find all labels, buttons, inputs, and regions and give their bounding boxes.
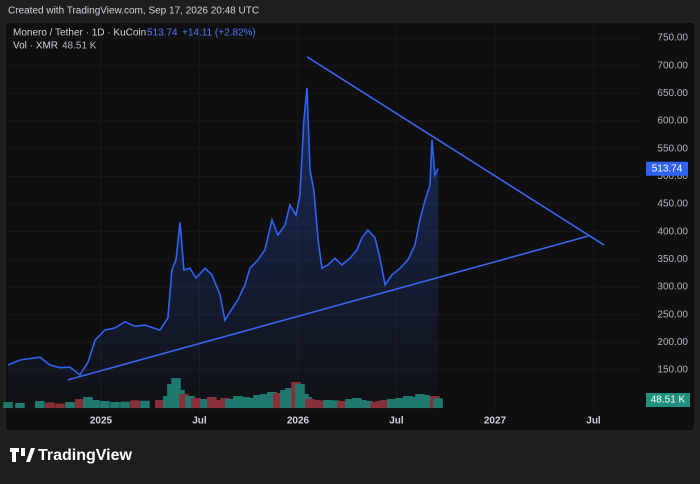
y-tick-label: 450.00 [657,199,688,210]
caption: Created with TradingView.com, Sep 17, 20… [8,6,259,17]
x-tick-label: Jul [586,416,601,427]
y-tick-label: 400.00 [657,226,688,237]
brand-logo [10,448,35,462]
y-tick-label: 600.00 [657,116,688,127]
x-tick-label: 2027 [484,416,507,427]
brand: TradingView [38,447,133,464]
y-tick-label: 650.00 [657,88,688,99]
price-label-box [646,161,688,176]
y-tick-label: 500.00 [657,171,688,182]
y-tick-label: 300.00 [657,282,688,293]
y-tick-label: 200.00 [657,337,688,348]
y-tick-label: 750.00 [657,33,688,44]
volume-bar [3,402,13,408]
y-tick-label: 250.00 [657,309,688,320]
x-tick-label: Jul [192,416,207,427]
x-tick-label: 2026 [287,416,310,427]
trendline [67,235,589,381]
change: +14.11 (+2.82%) [182,28,256,39]
symbol: Monero / Tether · 1D · KuCoin [13,28,146,39]
volume-label: 48.51 K [651,395,686,406]
price-label: 513.74 [652,163,683,174]
last-price: 513.74 [147,28,178,39]
y-tick-label: 550.00 [657,143,688,154]
line [7,87,439,377]
volume-last: 48.51 K [62,41,97,52]
y-tick-label: 150.00 [657,365,688,376]
y-tick-label: 700.00 [657,60,688,71]
y-tick-label: 350.00 [657,254,688,265]
area [7,87,439,413]
trendline [306,56,605,246]
volume-label-box [646,393,690,407]
x-tick-label: 2025 [90,416,113,427]
x-tick-label: Jul [389,416,404,427]
volume-title: Vol · XMR [13,41,58,52]
